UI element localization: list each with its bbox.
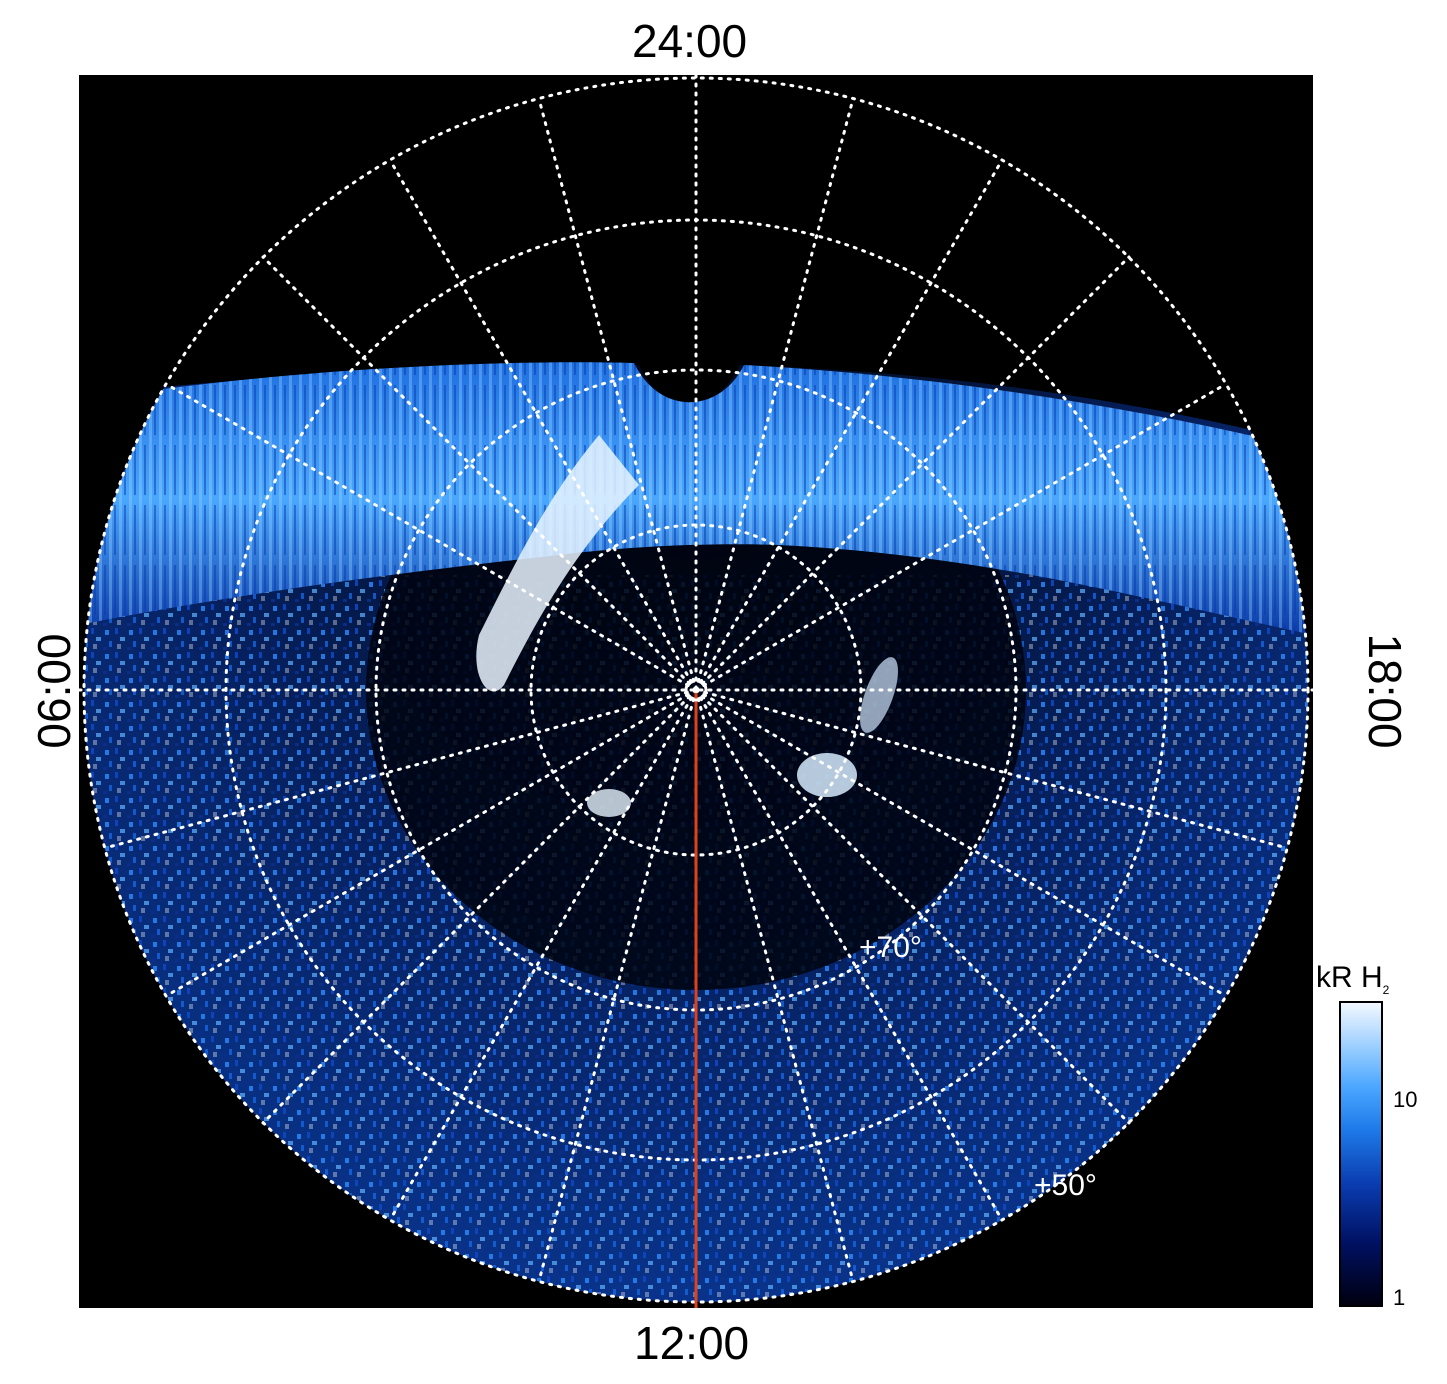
local-time-label-right: 18:00: [1359, 633, 1411, 749]
polar-map-svg: [79, 75, 1313, 1308]
colorbar: [1339, 1001, 1383, 1307]
local-time-label-bottom: 12:00: [634, 1317, 750, 1369]
local-time-label-top: 24:00: [632, 15, 748, 67]
colorbar-tick-1: 1: [1393, 1285, 1406, 1310]
colorbar-tick-10: 10: [1393, 1087, 1418, 1112]
polar-projection-image: +70° +50°: [79, 75, 1313, 1308]
graticule: [79, 75, 1313, 1304]
pole-marker: [684, 678, 708, 702]
latitude-label-50: +50°: [1034, 1169, 1097, 1202]
local-time-label-left: 06:00: [28, 633, 80, 749]
colorbar-title: kR H2: [1316, 961, 1390, 997]
latitude-label-70: +70°: [859, 931, 922, 964]
